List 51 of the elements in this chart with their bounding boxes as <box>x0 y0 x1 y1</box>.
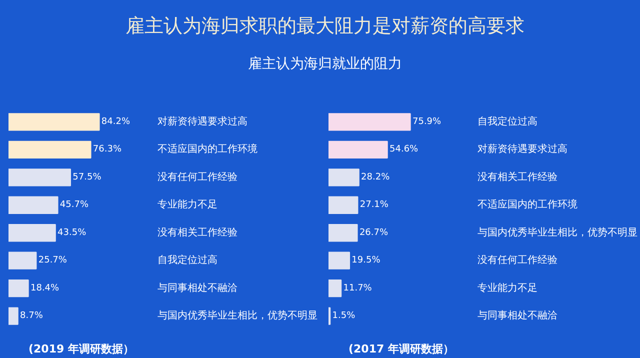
data-label: 18.4% <box>30 283 60 294</box>
y-tick-label: 对薪资待遇要求过高 <box>158 115 248 128</box>
data-label: 45.7% <box>60 200 89 210</box>
data-label: 1.5% <box>332 311 356 322</box>
y-tick-label: 不适应国内的工作环境 <box>158 143 258 156</box>
bar <box>328 280 342 298</box>
data-label: 43.5% <box>58 228 87 238</box>
bar <box>8 280 29 298</box>
y-tick-label: 与同事相处不融洽 <box>158 282 238 294</box>
data-label: 26.7% <box>359 228 388 238</box>
y-tick-label: 不适应国内的工作环境 <box>478 198 578 211</box>
bar <box>8 196 58 214</box>
y-tick-label: 专业能力不足 <box>478 282 538 294</box>
bar <box>8 224 56 242</box>
y-tick-label: 专业能力不足 <box>158 198 218 211</box>
y-tick-label: 没有任何工作经验 <box>158 170 238 183</box>
y-tick-label: 与同事相处不融洽 <box>478 310 558 322</box>
y-tick-label: 与国内优秀毕业生相比，优势不明显 <box>158 310 318 322</box>
bar <box>328 196 358 214</box>
bar <box>8 113 100 131</box>
bar <box>8 140 92 158</box>
y-tick-label: 自我定位过高 <box>158 254 218 266</box>
text: 雇主认为海归就业的阻力 <box>247 55 403 74</box>
data-label: 11.7% <box>343 283 372 294</box>
y-tick-label: 自我定位过高 <box>478 115 538 128</box>
bar <box>8 307 18 325</box>
data-label: 28.2% <box>361 172 390 182</box>
text: (2019 年调研数据） <box>28 342 134 356</box>
text: (2017 年调研数据） <box>348 342 454 356</box>
y-tick-label: 没有相关工作经验 <box>158 226 238 238</box>
y-tick-label: 与国内优秀毕业生相比，优势不明显 <box>478 226 638 238</box>
bar <box>328 140 388 158</box>
y-tick-label: 对薪资待遇要求过高 <box>478 143 568 156</box>
data-label: 19.5% <box>352 256 381 266</box>
data-label: 76.3% <box>92 144 122 155</box>
y-tick-label: 没有相关工作经验 <box>478 170 558 183</box>
text: 雇主认为海归求职的最大阻力是对薪资的高要求 <box>124 14 526 39</box>
y-tick-label: 没有任何工作经验 <box>478 254 558 266</box>
bar <box>328 168 360 186</box>
bar <box>328 113 411 131</box>
data-label: 27.1% <box>360 200 389 210</box>
data-label: 54.6% <box>390 144 419 155</box>
data-label: 8.7% <box>20 311 44 322</box>
bar <box>8 168 71 186</box>
bar <box>328 252 350 270</box>
bar <box>328 224 358 242</box>
data-label: 57.5% <box>72 172 102 182</box>
data-label: 25.7% <box>38 256 68 266</box>
data-label: 84.2% <box>101 116 130 127</box>
bar <box>8 252 37 270</box>
data-label: 75.9% <box>412 116 442 127</box>
